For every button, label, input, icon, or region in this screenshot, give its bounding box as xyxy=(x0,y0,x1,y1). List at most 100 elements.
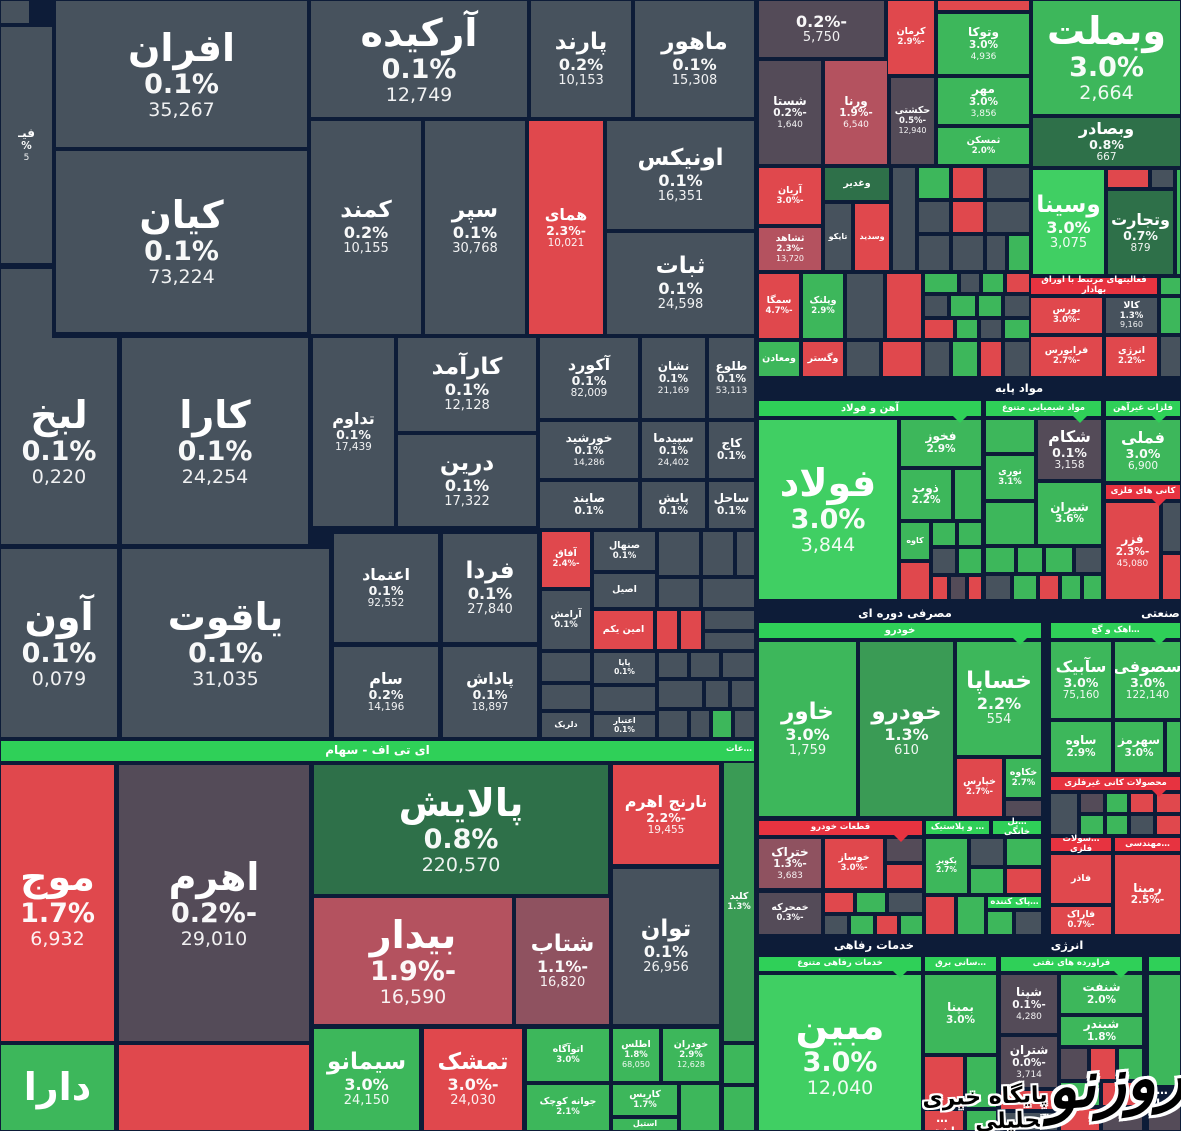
treemap-cell[interactable] xyxy=(953,236,983,270)
treemap-cell[interactable] xyxy=(953,168,983,198)
treemap-cell[interactable] xyxy=(713,711,731,737)
treemap-cell[interactable] xyxy=(1161,278,1180,294)
treemap-cell[interactable] xyxy=(705,633,754,649)
treemap-cell[interactable]: شتاب -1.1% 16,820 xyxy=(516,898,609,1024)
treemap-cell[interactable] xyxy=(1006,801,1041,816)
treemap-cell[interactable]: اتوآگاه 3.0% xyxy=(527,1029,609,1081)
treemap-cell[interactable] xyxy=(1007,869,1041,893)
treemap-cell[interactable] xyxy=(986,503,1034,544)
treemap-cell[interactable] xyxy=(919,236,949,270)
treemap-cell[interactable] xyxy=(938,1,1029,10)
treemap-cell[interactable]: کاج 0.1% xyxy=(709,422,754,478)
treemap-cell[interactable]: خودرو 1.3% 610 xyxy=(860,642,953,816)
treemap-cell[interactable]: حکشتی -0.5% 12,940 xyxy=(891,78,934,164)
treemap-cell[interactable]: مبین 3.0% 12,040 xyxy=(759,975,921,1130)
treemap-cell[interactable]: کلید 1.3% xyxy=(724,763,754,1041)
treemap-cell[interactable] xyxy=(1157,816,1180,834)
treemap-cell[interactable]: وبملت 3.0% 2,664 xyxy=(1033,1,1180,114)
treemap-cell[interactable]: افران 0.1% 35,267 xyxy=(56,1,307,147)
treemap-cell[interactable]: سهرمز 3.0% xyxy=(1115,722,1163,772)
treemap-cell[interactable]: پایش 0.1% xyxy=(642,482,705,528)
treemap-cell[interactable] xyxy=(887,274,921,338)
treemap-cell[interactable]: کیان 0.1% 73,224 xyxy=(56,151,307,332)
treemap-cell[interactable]: کارا 0.1% 24,254 xyxy=(122,338,308,544)
treemap-cell[interactable] xyxy=(1161,298,1180,333)
treemap-cell[interactable] xyxy=(1167,722,1180,772)
treemap-cell[interactable]: ورنا -1.9% 6,540 xyxy=(825,61,887,164)
treemap-cell[interactable] xyxy=(119,1045,309,1130)
treemap-cell[interactable]: آون 0.1% 0,079 xyxy=(1,549,117,737)
treemap-cell[interactable]: دارا xyxy=(1,1045,114,1130)
treemap-cell[interactable]: اونیکس 0.1% 16,351 xyxy=(607,121,754,229)
treemap-cell[interactable]: استیل xyxy=(613,1119,677,1130)
treemap-cell[interactable] xyxy=(1061,1049,1087,1079)
treemap-cell[interactable]: وبصادر 0.8% 667 xyxy=(1033,118,1180,166)
treemap-cell[interactable]: سپر 0.1% 30,768 xyxy=(425,121,525,334)
treemap-cell[interactable]: درین 0.1% 17,322 xyxy=(398,435,536,526)
treemap-cell[interactable]: اعتبار 0.1% xyxy=(594,715,655,737)
treemap-cell[interactable] xyxy=(1,1,29,23)
treemap-cell[interactable]: سپیدما 0.1% 24,402 xyxy=(642,422,705,478)
treemap-cell[interactable]: فرابورس -2.7% xyxy=(1031,337,1102,376)
treemap-cell[interactable]: فخوز 2.9% xyxy=(901,420,981,466)
treemap-cell[interactable]: اصیل xyxy=(594,574,655,607)
treemap-cell[interactable]: بمپنا 3.0% xyxy=(925,975,996,1053)
treemap-cell[interactable] xyxy=(987,236,1005,270)
treemap-cell[interactable] xyxy=(961,274,979,292)
treemap-cell[interactable]: خپارس -2.7% xyxy=(957,759,1002,816)
treemap-cell[interactable]: ثشاهد -2.3% 13,720 xyxy=(759,228,821,270)
treemap-cell[interactable] xyxy=(1016,912,1041,934)
treemap-cell[interactable]: ختراک -1.3% 3,683 xyxy=(759,839,821,888)
treemap-cell[interactable]: اعتماد 0.1% 92,552 xyxy=(334,534,438,642)
treemap-cell[interactable] xyxy=(659,532,699,575)
treemap-cell[interactable] xyxy=(1007,274,1029,292)
treemap-cell[interactable] xyxy=(1149,975,1180,1085)
treemap-cell[interactable]: آکورد 0.1% 82,009 xyxy=(540,338,638,418)
treemap-cell[interactable]: تمشک -3.0% 24,030 xyxy=(424,1029,522,1130)
treemap-cell[interactable]: سآبیک 3.0% 75,160 xyxy=(1051,642,1111,718)
treemap-cell[interactable]: فاذر xyxy=(1051,855,1111,903)
treemap-cell[interactable] xyxy=(955,470,981,519)
treemap-cell[interactable] xyxy=(925,1057,963,1107)
treemap-cell[interactable] xyxy=(847,342,879,376)
treemap-cell[interactable] xyxy=(691,653,719,677)
treemap-cell[interactable] xyxy=(659,711,687,737)
treemap-cell[interactable]: وگستر xyxy=(803,342,843,376)
treemap-cell[interactable] xyxy=(1001,1091,1057,1109)
treemap-cell[interactable]: شکام 0.1% 3,158 xyxy=(1038,420,1101,479)
treemap-cell[interactable]: شیران 3.6% xyxy=(1038,483,1101,544)
treemap-cell[interactable] xyxy=(1040,576,1058,599)
treemap-cell[interactable] xyxy=(1163,503,1180,551)
treemap-cell[interactable] xyxy=(703,579,754,607)
treemap-cell[interactable] xyxy=(1061,1109,1099,1130)
treemap-cell[interactable]: پالایش 0.8% 220,570 xyxy=(314,765,608,894)
treemap-cell[interactable] xyxy=(681,611,701,649)
treemap-cell[interactable] xyxy=(1001,1113,1057,1130)
treemap-cell[interactable] xyxy=(981,342,1001,376)
treemap-cell[interactable] xyxy=(981,320,1001,338)
treemap-cell[interactable]: کالا 1.3% 9,160 xyxy=(1106,298,1157,333)
treemap-cell[interactable] xyxy=(681,1085,719,1130)
treemap-cell[interactable] xyxy=(1062,576,1080,599)
treemap-cell[interactable]: آفاق -2.4% xyxy=(542,532,590,587)
treemap-cell[interactable] xyxy=(1149,1107,1180,1130)
treemap-cell[interactable]: وسینا 3.0% 3,075 xyxy=(1033,170,1104,274)
treemap-cell[interactable] xyxy=(986,548,1014,572)
treemap-cell[interactable] xyxy=(919,168,949,198)
treemap-cell[interactable]: شستا -0.2% 1,640 xyxy=(759,61,821,164)
treemap-cell[interactable]: فاراک -0.7% xyxy=(1051,907,1111,934)
treemap-cell[interactable] xyxy=(542,653,590,681)
treemap-cell[interactable] xyxy=(1007,839,1041,865)
treemap-cell[interactable]: دلریک xyxy=(542,713,590,737)
treemap-cell[interactable]: رمپنا -2.5% xyxy=(1115,855,1180,934)
treemap-cell[interactable] xyxy=(1084,576,1101,599)
treemap-cell[interactable]: وتجارت 0.7% 879 xyxy=(1108,191,1173,274)
treemap-cell[interactable]: اهرم -0.2% 29,010 xyxy=(119,765,309,1041)
treemap-cell[interactable]: کارآمد 0.1% 12,128 xyxy=(398,338,536,431)
treemap-cell[interactable]: صنهال 0.1% xyxy=(594,532,655,570)
treemap-cell[interactable]: آرامش 0.1% xyxy=(542,591,590,649)
treemap-cell[interactable] xyxy=(1131,816,1153,834)
treemap-cell[interactable] xyxy=(1152,170,1173,187)
treemap-cell[interactable] xyxy=(724,1087,754,1130)
treemap-cell[interactable]: وپلنک 2.9% xyxy=(803,274,843,338)
